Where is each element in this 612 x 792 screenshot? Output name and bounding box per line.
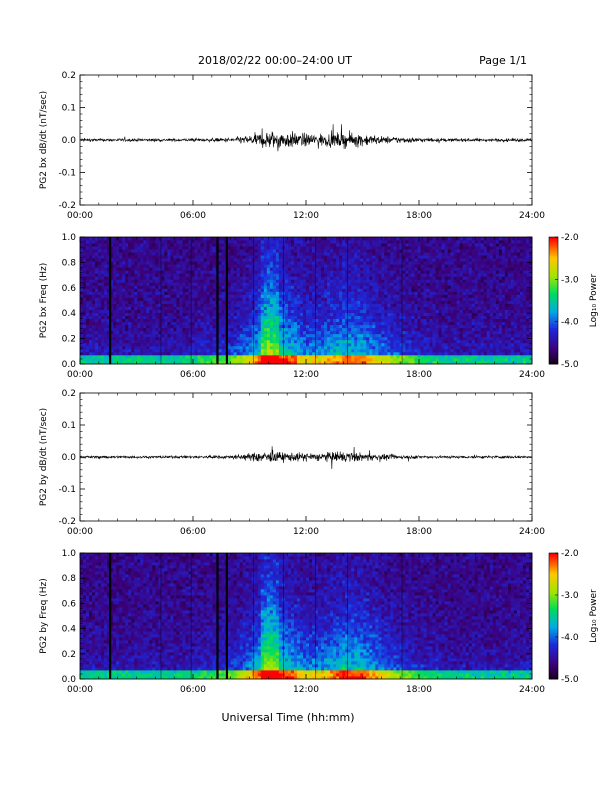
dbdt-trace [79, 124, 533, 152]
x-tick-label: 24:00 [519, 370, 545, 380]
y-tick-label: 1.0 [62, 549, 77, 559]
dbdt-panel-2: 00:00 06:00 12:00 18:00 24:00 0.2 0.1 0.0 -0.1 -0… [39, 389, 545, 537]
colorbar-tick-label: -2.0 [561, 233, 579, 243]
colorbar-tick-label: -5.0 [561, 360, 579, 370]
y-tick-label: 0.0 [62, 136, 77, 146]
dbdt-trace [79, 446, 533, 470]
y-tick-label: 0.8 [62, 574, 77, 584]
y-tick-label: 0.4 [62, 625, 77, 635]
spectrogram-panel-3: -2.0 -3.0 -4.0 -5.0 Log₁₀ Power 00:00 06:00 12:… [39, 549, 599, 695]
x-tick-label: 00:00 [67, 685, 93, 695]
x-tick-label: 18:00 [406, 370, 432, 380]
y-tick-label: 0.0 [62, 453, 77, 463]
x-axis-label: Universal Time (hh:mm) [222, 711, 355, 724]
y-tick-label: 0.8 [62, 258, 77, 268]
y-tick-label: -0.1 [58, 169, 76, 179]
header-page: Page 1/1 [479, 54, 527, 67]
colorbar-label: Log₁₀ Power [589, 274, 599, 328]
x-tick-label: 24:00 [519, 527, 545, 537]
colorbar-tick-label: -2.0 [561, 549, 579, 559]
y-tick-label: -0.1 [58, 485, 76, 495]
x-tick-label: 12:00 [293, 685, 319, 695]
colorbar-tick-label: -4.0 [561, 633, 579, 643]
x-tick-label: 06:00 [180, 685, 206, 695]
x-tick-label: 00:00 [67, 211, 93, 221]
spectrogram-cells [80, 553, 533, 680]
y-tick-label: 0.0 [62, 360, 77, 370]
spectrogram-cells [80, 237, 533, 365]
y-axis-label: PG2 bx dB/dt (nT/sec) [39, 91, 49, 189]
header-title: 2018/02/22 00:00–24:00 UT [198, 54, 352, 67]
x-tick-label: 00:00 [67, 370, 93, 380]
colorbar-tick-label: -3.0 [561, 275, 579, 285]
y-tick-label: 1.0 [62, 233, 77, 243]
x-tick-label: 18:00 [406, 685, 432, 695]
colorbar-tick-label: -3.0 [561, 591, 579, 601]
y-axis-label: PG2 bx Freq (Hz) [39, 263, 49, 339]
spectrogram-panel-1: -2.0 -3.0 -4.0 -5.0 Log₁₀ Power 00:00 06:00 12:… [39, 233, 599, 380]
y-tick-label: -0.2 [58, 517, 76, 527]
panels: 00:00 06:00 12:00 18:00 24:00 0.2 0.1 0.0 -0.1 -0… [39, 71, 599, 695]
x-tick-label: 24:00 [519, 211, 545, 221]
y-axis-label: PG2 by dB/dt (nT/sec) [39, 408, 49, 506]
y-tick-label: 0.6 [62, 284, 77, 294]
x-tick-label: 06:00 [180, 527, 206, 537]
y-tick-label: 0.4 [62, 309, 77, 319]
x-tick-label: 00:00 [67, 527, 93, 537]
colorbar-tick-label: -4.0 [561, 318, 579, 328]
y-axis-label: PG2 by Freq (Hz) [39, 578, 49, 654]
y-tick-label: 0.2 [62, 389, 76, 399]
y-tick-label: 0.2 [62, 71, 76, 81]
x-tick-label: 24:00 [519, 685, 545, 695]
dbdt-panel-0: 00:00 06:00 12:00 18:00 24:00 0.2 0.1 0.0 -0.1 -0… [39, 71, 545, 221]
y-tick-label: 0.2 [62, 335, 76, 345]
colorbar: -2.0 -3.0 -4.0 -5.0 Log₁₀ Power [548, 549, 599, 685]
x-tick-label: 06:00 [180, 211, 206, 221]
x-tick-label: 18:00 [406, 211, 432, 221]
colorbar-tick-label: -5.0 [561, 675, 579, 685]
x-tick-label: 12:00 [293, 211, 319, 221]
y-tick-label: 0.1 [62, 104, 76, 114]
x-tick-label: 12:00 [293, 527, 319, 537]
y-tick-label: 0.2 [62, 650, 76, 660]
y-tick-label: -0.2 [58, 201, 76, 211]
x-tick-label: 18:00 [406, 527, 432, 537]
colorbar-label: Log₁₀ Power [589, 589, 599, 643]
colorbar: -2.0 -3.0 -4.0 -5.0 Log₁₀ Power [548, 233, 599, 370]
y-tick-label: 0.1 [62, 421, 76, 431]
x-tick-label: 12:00 [293, 370, 319, 380]
y-tick-label: 0.6 [62, 599, 77, 609]
y-tick-label: 0.0 [62, 675, 77, 685]
x-tick-label: 06:00 [180, 370, 206, 380]
